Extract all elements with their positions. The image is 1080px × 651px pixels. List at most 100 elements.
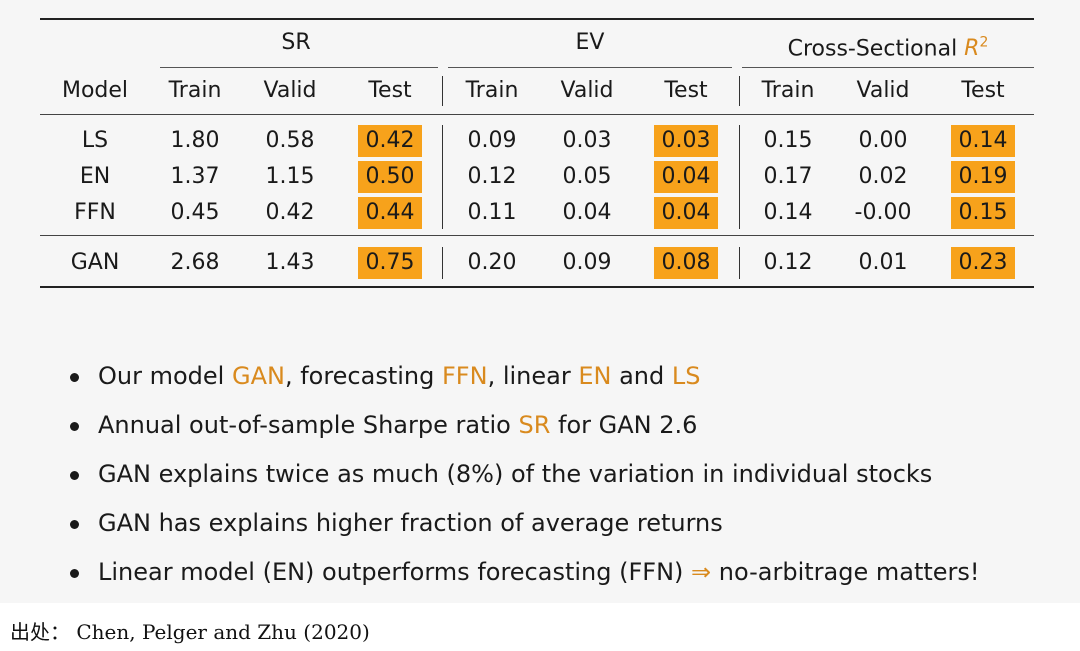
test-highlight <box>654 197 718 229</box>
gan-separator-rule <box>40 235 1034 236</box>
ev-group-rule <box>448 67 732 68</box>
column-header: Train <box>465 78 519 103</box>
column-separator <box>739 125 740 229</box>
test-highlight <box>654 247 718 279</box>
highlighted-term: EN <box>578 362 612 390</box>
value-cell: 0.15 <box>958 200 1008 225</box>
test-highlight <box>358 161 422 193</box>
value-cell: 0.04 <box>562 200 612 225</box>
table-bottom-rule <box>40 286 1034 288</box>
value-cell: 0.09 <box>467 128 517 153</box>
value-cell: 0.14 <box>958 128 1008 153</box>
bullet-item: GAN explains twice as much (8%) of the v… <box>70 458 980 507</box>
column-header: Train <box>761 78 815 103</box>
bullet-text: Annual out-of-sample Sharpe ratio <box>98 411 519 439</box>
source-caption: 出处： Chen, Pelger and Zhu (2020) <box>10 620 370 644</box>
value-cell: 0.05 <box>562 164 612 189</box>
column-header: Test <box>368 78 412 103</box>
bullet-item: Our model GAN, forecasting FFN, linear E… <box>70 360 980 409</box>
value-cell: 0.50 <box>365 164 415 189</box>
value-cell: -0.00 <box>854 200 912 225</box>
bullet-item: Linear model (EN) outperforms forecastin… <box>70 556 980 605</box>
value-cell: 1.80 <box>170 128 220 153</box>
value-cell: 0.58 <box>265 128 315 153</box>
test-highlight <box>358 197 422 229</box>
test-highlight <box>654 125 718 157</box>
header-rule <box>40 114 1034 115</box>
bullet-text: GAN explains twice as much (8%) of the v… <box>98 460 933 488</box>
value-cell: 2.68 <box>170 250 220 275</box>
value-cell: 0.08 <box>661 250 711 275</box>
value-cell: 0.04 <box>661 164 711 189</box>
column-header: Valid <box>263 78 317 103</box>
cs-group-rule <box>742 67 1034 68</box>
value-cell: 1.15 <box>265 164 315 189</box>
bullet-text: GAN has explains higher fraction of aver… <box>98 509 723 537</box>
value-cell: 0.23 <box>958 250 1008 275</box>
test-highlight <box>951 161 1015 193</box>
bullet-item: Annual out-of-sample Sharpe ratio SR for… <box>70 409 980 458</box>
value-cell: 1.43 <box>265 250 315 275</box>
slide: SR EV Cross-Sectional R2 Model Train Valid… <box>40 18 1034 605</box>
group-header-cross-sectional-r2: Cross-Sectional R2 <box>787 35 989 62</box>
value-cell: 0.12 <box>467 164 517 189</box>
test-highlight <box>654 161 718 193</box>
value-cell: 0.04 <box>661 200 711 225</box>
value-cell: 0.03 <box>562 128 612 153</box>
test-highlight <box>358 125 422 157</box>
value-cell: 0.12 <box>763 250 813 275</box>
value-cell: 0.44 <box>365 200 415 225</box>
column-header: Valid <box>560 78 614 103</box>
value-cell: 0.19 <box>958 164 1008 189</box>
column-header: Train <box>168 78 222 103</box>
bullet-text: Linear model (EN) outperforms forecastin… <box>98 558 692 586</box>
bullet-text: , forecasting <box>284 362 442 390</box>
model-name-cell: GAN <box>70 250 120 275</box>
highlighted-term: GAN <box>231 362 285 390</box>
sr-group-rule <box>160 67 438 68</box>
bullet-text: Our model <box>98 362 232 390</box>
value-cell: 0.20 <box>467 250 517 275</box>
value-cell: 0.01 <box>858 250 908 275</box>
value-cell: 0.00 <box>858 128 908 153</box>
bullet-text: and <box>611 362 672 390</box>
group-header-sr: SR <box>281 30 311 55</box>
value-cell: 0.42 <box>265 200 315 225</box>
model-name-cell: LS <box>81 128 109 153</box>
test-highlight <box>951 197 1015 229</box>
value-cell: 0.02 <box>858 164 908 189</box>
bullet-item: GAN has explains higher fraction of aver… <box>70 507 980 556</box>
highlighted-term: FFN <box>442 362 488 390</box>
test-highlight <box>358 247 422 279</box>
value-cell: 0.14 <box>763 200 813 225</box>
value-cell: 0.15 <box>763 128 813 153</box>
bullet-text: , linear <box>487 362 579 390</box>
group-header-ev: EV <box>575 30 605 55</box>
column-separator <box>442 125 443 229</box>
value-cell: 0.75 <box>365 250 415 275</box>
value-cell: 0.17 <box>763 164 813 189</box>
highlighted-term: SR <box>518 411 551 439</box>
table-top-rule <box>40 18 1034 20</box>
column-header: Valid <box>856 78 910 103</box>
column-separator <box>442 247 443 279</box>
bullet-list: Our model GAN, forecasting FFN, linear E… <box>70 360 980 605</box>
value-cell: 0.09 <box>562 250 612 275</box>
column-separator <box>739 76 740 106</box>
test-highlight <box>951 247 1015 279</box>
column-header: Model <box>61 78 129 103</box>
bullet-text: no-arbitrage matters! <box>711 558 980 586</box>
column-separator <box>442 76 443 106</box>
highlighted-term: LS <box>671 362 701 390</box>
model-name-cell: EN <box>79 164 111 189</box>
value-cell: 0.03 <box>661 128 711 153</box>
test-highlight <box>951 125 1015 157</box>
value-cell: 0.11 <box>467 200 517 225</box>
model-name-cell: FFN <box>74 200 116 225</box>
column-header: Test <box>961 78 1005 103</box>
highlighted-term: ⇒ <box>691 558 712 586</box>
value-cell: 0.42 <box>365 128 415 153</box>
bullet-text: for GAN 2.6 <box>550 411 698 439</box>
column-separator <box>739 247 740 279</box>
value-cell: 1.37 <box>170 164 220 189</box>
